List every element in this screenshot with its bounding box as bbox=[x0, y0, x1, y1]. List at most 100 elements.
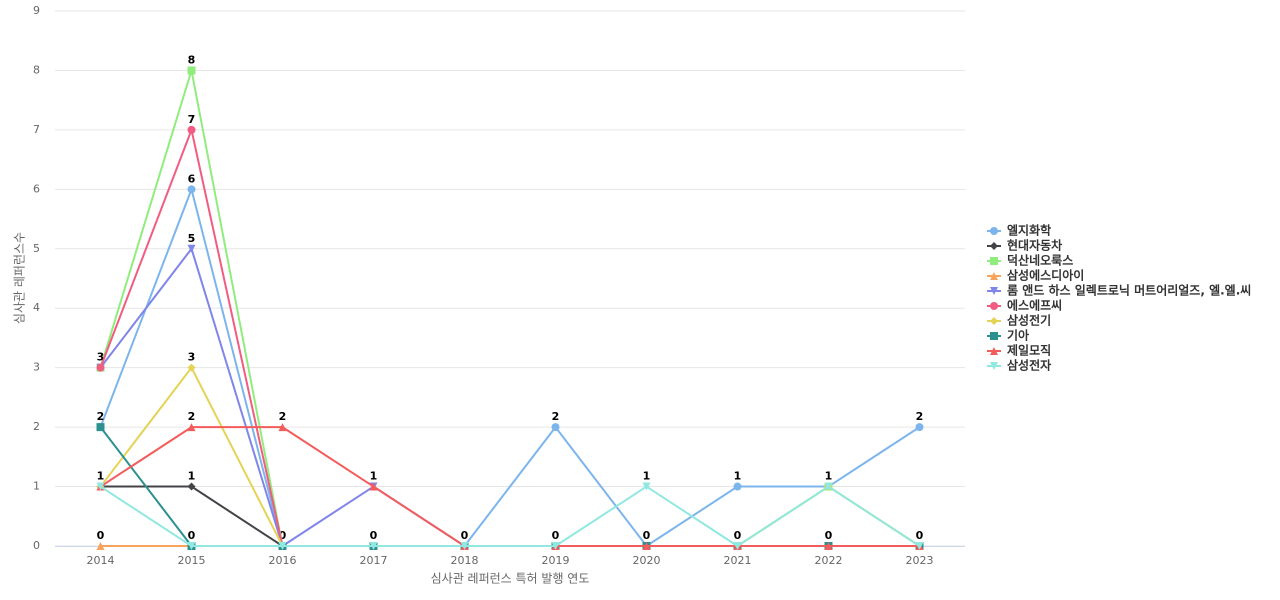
data-label: 3 bbox=[97, 351, 105, 364]
point bbox=[990, 242, 998, 250]
x-tick-label: 2020 bbox=[633, 554, 661, 567]
data-label: 0 bbox=[643, 529, 651, 542]
series-line bbox=[99, 485, 921, 548]
point bbox=[96, 363, 105, 372]
y-tick-label: 2 bbox=[33, 420, 40, 433]
y-tick-label: 6 bbox=[33, 182, 40, 195]
series-line bbox=[100, 485, 920, 547]
series-line bbox=[99, 126, 920, 547]
series-line bbox=[99, 365, 921, 547]
data-label: 1 bbox=[734, 470, 742, 483]
legend-item: 삼성전기 bbox=[987, 313, 1051, 328]
data-label: 2 bbox=[97, 410, 105, 423]
legend-item: 롬 앤드 하스 일렉트로닉 머트어리얼즈, 엘.엘.씨 bbox=[987, 283, 1251, 298]
legend-item: 삼성전자 bbox=[987, 358, 1051, 373]
point bbox=[460, 542, 469, 550]
point bbox=[642, 542, 651, 550]
data-label: 0 bbox=[370, 529, 378, 542]
y-tick-label: 0 bbox=[33, 539, 40, 552]
legend-label: 현대자동차 bbox=[1007, 238, 1062, 253]
legend-label: 삼성전자 bbox=[1007, 358, 1051, 373]
point bbox=[915, 542, 924, 550]
data-label: 2 bbox=[916, 410, 924, 423]
y-tick-label: 3 bbox=[33, 361, 40, 374]
legend-item: 엘지화학 bbox=[987, 223, 1051, 238]
data-label: 0 bbox=[461, 529, 469, 542]
data-label: 7 bbox=[188, 113, 196, 126]
legend-label: 덕산네오룩스 bbox=[1007, 253, 1073, 268]
point bbox=[187, 363, 196, 372]
data-label: 0 bbox=[916, 529, 924, 542]
data-label: 5 bbox=[188, 232, 196, 245]
point bbox=[187, 482, 196, 491]
data-label: 1 bbox=[188, 470, 196, 483]
legend-item: 삼성에스디아이 bbox=[987, 268, 1084, 283]
x-tick-label: 2018 bbox=[451, 554, 479, 567]
point bbox=[733, 542, 742, 550]
y-tick-label: 7 bbox=[33, 123, 40, 136]
legend-label: 기아 bbox=[1007, 328, 1029, 343]
legend-item: 현대자동차 bbox=[987, 238, 1062, 253]
data-label: 1 bbox=[825, 470, 833, 483]
x-tick-label: 2014 bbox=[87, 554, 115, 567]
point bbox=[187, 125, 196, 134]
data-label: 0 bbox=[279, 529, 287, 542]
y-tick-label: 5 bbox=[33, 242, 40, 255]
series bbox=[96, 482, 924, 550]
point bbox=[278, 423, 287, 432]
x-axis-title: 심사관 레퍼런스 특허 발행 연도 bbox=[431, 571, 590, 586]
series bbox=[96, 363, 924, 550]
point bbox=[96, 482, 105, 491]
y-axis-title: 심사관 레퍼런스수 bbox=[13, 232, 27, 324]
series-line bbox=[99, 246, 920, 548]
point bbox=[96, 542, 105, 550]
point bbox=[824, 542, 833, 550]
data-label: 0 bbox=[552, 529, 560, 542]
point bbox=[990, 302, 998, 310]
legend-label: 제일모직 bbox=[1007, 343, 1051, 358]
data-label: 0 bbox=[825, 529, 833, 542]
point bbox=[990, 272, 998, 280]
point bbox=[96, 423, 105, 432]
data-label: 1 bbox=[97, 470, 105, 483]
point bbox=[551, 423, 560, 432]
point bbox=[642, 482, 651, 491]
y-tick-label: 1 bbox=[33, 480, 40, 493]
legend-label: 롬 앤드 하스 일렉트로닉 머트어리얼즈, 엘.엘.씨 bbox=[1007, 283, 1251, 298]
data-label: 1 bbox=[370, 470, 378, 483]
point bbox=[187, 423, 196, 432]
point bbox=[551, 542, 560, 550]
legend-item: 제일모직 bbox=[987, 343, 1051, 358]
point bbox=[187, 185, 196, 194]
y-tick-label: 8 bbox=[33, 63, 40, 76]
point bbox=[824, 482, 833, 491]
x-tick-label: 2023 bbox=[906, 554, 934, 567]
legend-label: 엘지화학 bbox=[1007, 223, 1051, 238]
point bbox=[187, 542, 196, 550]
point bbox=[990, 227, 998, 235]
data-label: 0 bbox=[734, 529, 742, 542]
y-tick-label: 4 bbox=[33, 301, 40, 314]
point bbox=[990, 347, 998, 355]
point bbox=[990, 287, 998, 295]
point bbox=[733, 482, 742, 491]
data-label: 3 bbox=[188, 351, 196, 364]
x-tick-label: 2021 bbox=[724, 554, 752, 567]
data-label: 8 bbox=[188, 53, 196, 66]
x-tick-label: 2019 bbox=[542, 554, 570, 567]
point bbox=[369, 542, 378, 550]
point bbox=[990, 257, 998, 265]
data-label: 1 bbox=[643, 470, 651, 483]
legend-label: 에스에프씨 bbox=[1007, 298, 1062, 313]
x-tick-label: 2017 bbox=[360, 554, 388, 567]
x-tick-label: 2022 bbox=[815, 554, 843, 567]
data-label: 2 bbox=[552, 410, 560, 423]
series bbox=[96, 244, 924, 550]
legend-label: 삼성에스디아이 bbox=[1007, 268, 1084, 283]
point bbox=[990, 362, 998, 370]
legend-item: 덕산네오룩스 bbox=[987, 253, 1073, 268]
y-tick-label: 9 bbox=[33, 4, 40, 17]
point bbox=[915, 423, 924, 432]
data-label: 0 bbox=[188, 529, 196, 542]
